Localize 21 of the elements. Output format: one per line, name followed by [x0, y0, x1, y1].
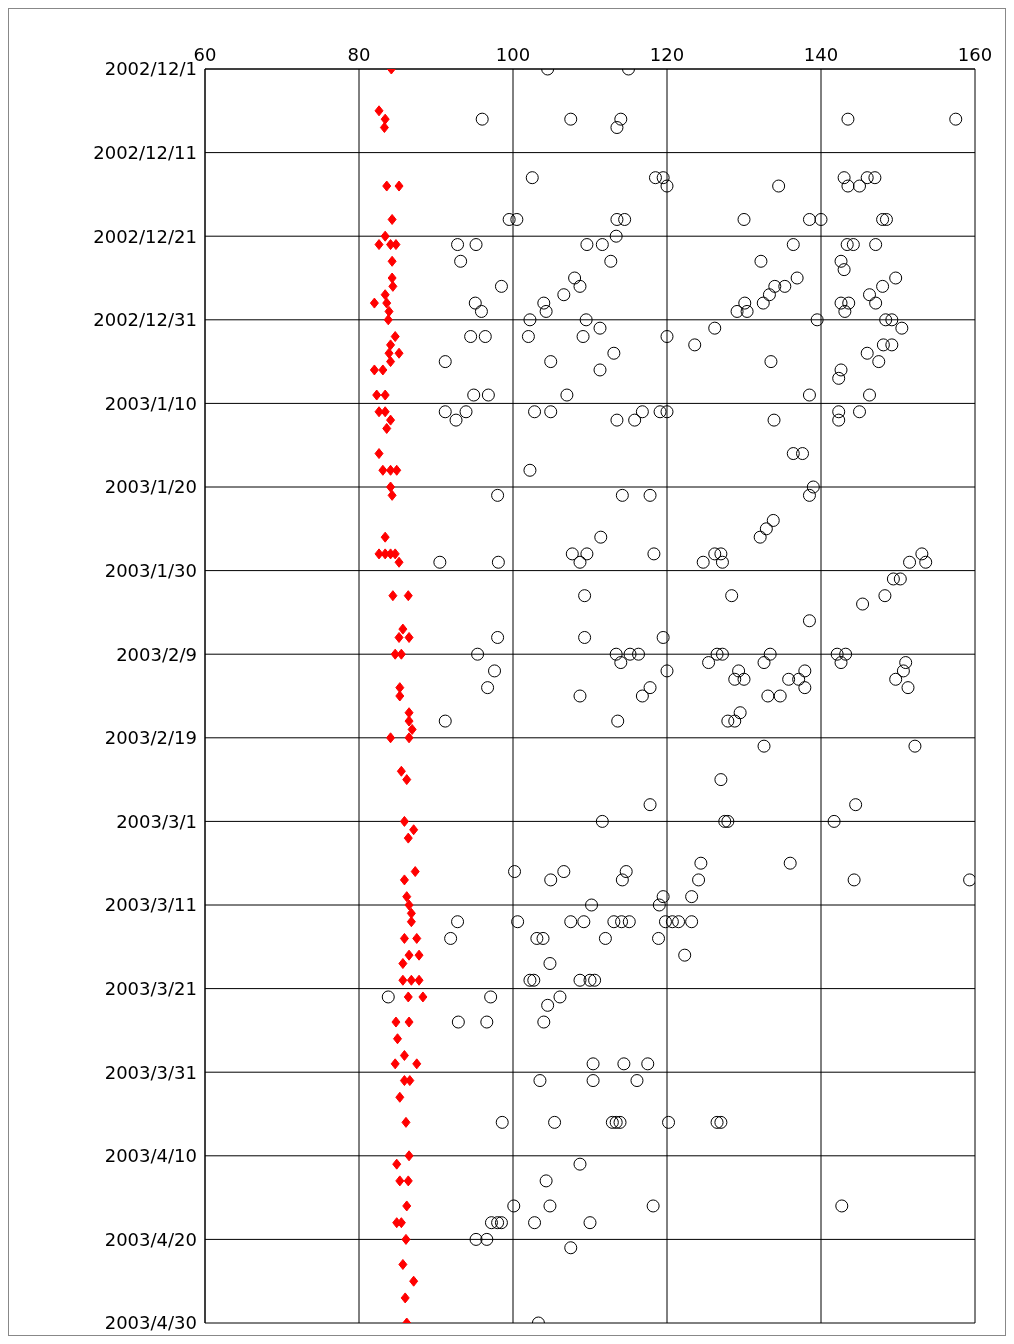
y-tick-label: 2003/4/30 [104, 1312, 197, 1334]
x-tick-label: 80 [347, 44, 371, 65]
x-tick-label: 160 [957, 44, 993, 65]
x-tick-label: 60 [193, 44, 217, 65]
y-tick-label: 2003/2/9 [116, 643, 197, 665]
y-tick-label: 2003/3/11 [104, 894, 197, 916]
y-tick-label: 2003/2/19 [104, 727, 197, 749]
y-tick-label: 2002/12/21 [93, 225, 197, 247]
x-tick-label: 120 [649, 44, 685, 65]
y-tick-label: 2003/3/1 [116, 810, 197, 832]
y-tick-label: 2003/1/10 [104, 392, 197, 414]
x-tick-label: 100 [495, 44, 531, 65]
y-tick-label: 2002/12/11 [93, 141, 197, 163]
y-tick-label: 2003/4/10 [104, 1145, 197, 1167]
y-tick-label: 2003/3/21 [104, 977, 197, 999]
y-tick-label: 2003/4/20 [104, 1228, 197, 1250]
y-tick-label: 2003/3/31 [104, 1061, 197, 1083]
y-tick-label: 2003/1/30 [104, 559, 197, 581]
y-tick-label: 2003/1/20 [104, 476, 197, 498]
x-tick-label: 140 [803, 44, 839, 65]
y-tick-label: 2002/12/31 [93, 309, 197, 331]
